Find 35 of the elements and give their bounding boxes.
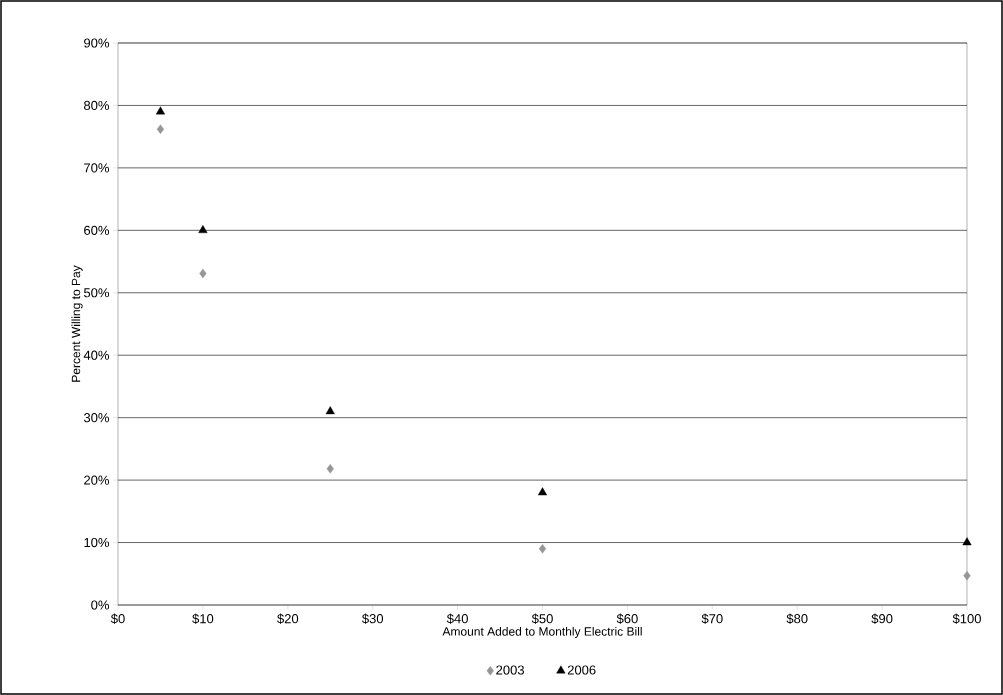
point: [155, 106, 165, 115]
x-tick-label: $20: [277, 613, 299, 625]
legend-label: 2003: [496, 665, 524, 675]
y-tick-label: 70%: [84, 163, 110, 173]
x-tick-label: $90: [871, 613, 893, 625]
point: [538, 544, 547, 554]
x-tick-label: $100: [952, 613, 981, 625]
x-tick-label: $10: [192, 613, 214, 625]
x-tick-label: $0: [110, 613, 125, 625]
x-axis-title: Amount Added to Monthly Electric Bill: [442, 626, 642, 639]
y-tick-label: 90%: [84, 38, 110, 48]
y-tick-label: 60%: [84, 225, 110, 235]
x-tick-label: $40: [446, 613, 468, 625]
x-tick-label: $30: [362, 613, 384, 625]
point: [156, 124, 165, 134]
point: [537, 487, 548, 496]
y-tick-label: 50%: [83, 288, 110, 298]
y-tick-label: 40%: [83, 350, 110, 360]
y-tick-label: 0%: [91, 600, 110, 610]
x-tick-label: $60: [616, 613, 638, 625]
y-axis-title: Percent Willing to Pay: [71, 265, 83, 382]
y-tick-label: 30%: [83, 413, 110, 423]
point: [199, 268, 207, 279]
y-tick-label: 20%: [84, 475, 110, 485]
x-tick-label: $70: [701, 613, 723, 625]
legend-label: 2006: [567, 665, 596, 675]
point: [198, 225, 208, 234]
point: [325, 406, 335, 415]
x-tick-label: $50: [531, 613, 553, 625]
y-tick-label: 80%: [84, 100, 110, 111]
y-tick-label: 10%: [84, 537, 110, 548]
point: [326, 464, 334, 474]
point: [962, 537, 972, 546]
point: [963, 570, 971, 581]
x-tick-label: $80: [786, 613, 808, 625]
